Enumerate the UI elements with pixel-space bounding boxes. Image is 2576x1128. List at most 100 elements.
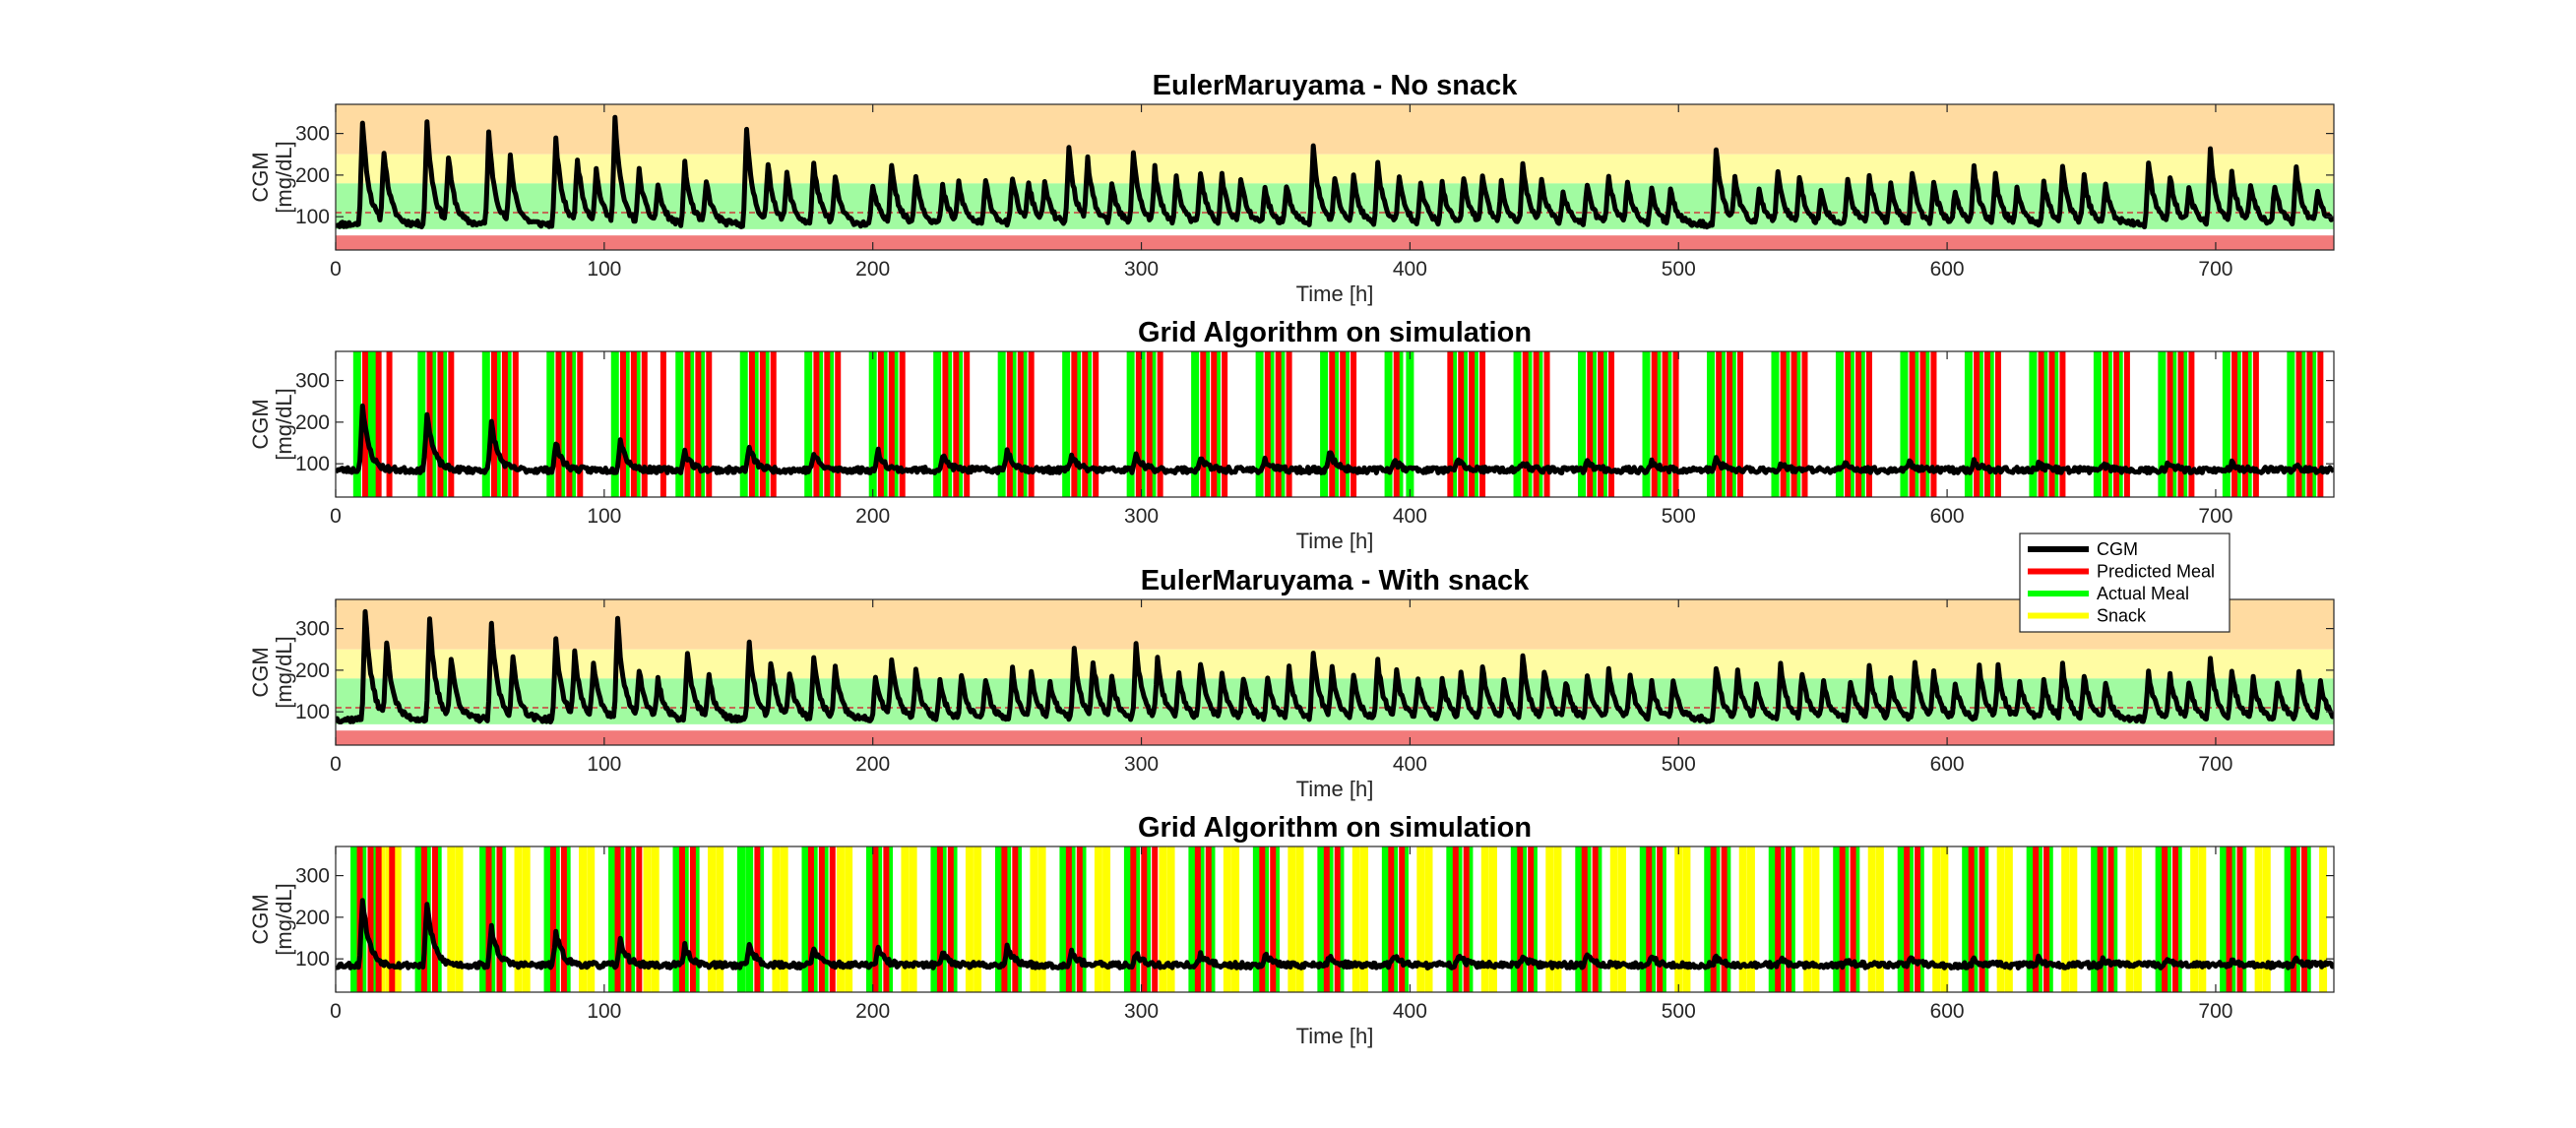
snack-bar (1932, 846, 1941, 992)
y-axis-label: CGM[mg/dL] (248, 883, 296, 955)
x-tick-label: 300 (1124, 258, 1159, 281)
snack-bar (1037, 846, 1046, 992)
predicted-meal-bar (625, 846, 632, 992)
predicted-meal-bar (1141, 846, 1148, 992)
actual-meal-bar (1513, 351, 1522, 497)
predicted-meal-bar (1012, 846, 1019, 992)
snack-bar (1424, 846, 1433, 992)
predicted-meal-bar (706, 351, 713, 497)
x-tick-label: 500 (1662, 1000, 1696, 1023)
predicted-meal-bar (550, 846, 557, 992)
actual-meal-bar (350, 846, 359, 992)
snack-bar (2198, 846, 2207, 992)
predicted-meal-bar (1205, 846, 1212, 992)
predicted-meal-bar (2177, 351, 2184, 497)
predicted-meal-bar (1839, 846, 1846, 992)
actual-meal-bar (2287, 351, 2295, 497)
actual-meal-bar (1771, 351, 1780, 497)
predicted-meal-bar (1222, 351, 1228, 497)
snack-bar (514, 846, 523, 992)
predicted-meal-bar (1275, 351, 1282, 497)
snack-bar (1996, 846, 2005, 992)
predicted-meal-bar (872, 846, 879, 992)
x-tick-label: 600 (1930, 1000, 1965, 1023)
snack-bar (587, 846, 596, 992)
y-tick-label: 100 (295, 701, 330, 723)
snack-bar (1867, 846, 1876, 992)
y-tick-label: 300 (295, 370, 330, 393)
predicted-meal-bar (1968, 846, 1975, 992)
predicted-meal-bar (1721, 846, 1728, 992)
predicted-meal-bar (555, 351, 562, 497)
x-tick-label: 100 (587, 1000, 621, 1023)
predicted-meal-bar (883, 846, 890, 992)
snack-bar (1288, 846, 1296, 992)
predicted-meal-bar (496, 846, 503, 992)
x-tick-label: 0 (330, 505, 342, 528)
actual-meal-bar (481, 351, 490, 497)
x-tick-label: 700 (2198, 1000, 2232, 1023)
predicted-meal-bar (1388, 846, 1395, 992)
snack-bar (845, 846, 853, 992)
x-axis-label: Time [h] (1296, 529, 1374, 553)
actual-meal-bar (1384, 351, 1393, 497)
predicted-meal-bar (1657, 846, 1664, 992)
actual-meal-bar (2029, 351, 2038, 497)
predicted-meal-bar (1662, 351, 1668, 497)
snack-bar (1102, 846, 1111, 992)
predicted-meal-bar (1334, 846, 1341, 992)
predicted-meal-bar (1286, 351, 1292, 497)
snack-bar (643, 846, 652, 992)
snack-bar (2133, 846, 2142, 992)
snack-bar (1609, 846, 1618, 992)
actual-meal-bar (2220, 846, 2229, 992)
predicted-meal-bar (1152, 846, 1159, 992)
actual-meal-bar (2091, 846, 2100, 992)
actual-meal-bar (1126, 351, 1135, 497)
cgm-line (336, 403, 2334, 475)
predicted-meal-bar (1452, 846, 1459, 992)
predicted-meal-bar (818, 846, 825, 992)
predicted-meal-bar (2226, 846, 2232, 992)
actual-meal-bar (479, 846, 488, 992)
x-tick-label: 600 (1930, 753, 1965, 776)
actual-meal-bar (1897, 846, 1906, 992)
predicted-meal-bar (1845, 351, 1852, 497)
predicted-meal-bar (2295, 351, 2302, 497)
predicted-meal-bar (375, 846, 382, 992)
predicted-meal-bar (1672, 351, 1679, 497)
predicted-meal-bar (877, 351, 884, 497)
predicted-meal-bar (577, 351, 584, 497)
snack-bar (579, 846, 588, 992)
predicted-meal-bar (748, 351, 755, 497)
predicted-meal-bar (678, 846, 685, 992)
actual-meal-bar (2284, 846, 2293, 992)
x-tick-label: 0 (330, 258, 342, 281)
predicted-meal-bar (2172, 846, 2179, 992)
predicted-meal-bar (829, 846, 836, 992)
snack-bar (1094, 846, 1102, 992)
snack-bar (2262, 846, 2271, 992)
x-tick-label: 200 (855, 753, 890, 776)
charts-layer: 0 100 200 300 400 500 600 700 100 200 300 EulerMaru… (248, 70, 2335, 1048)
predicted-meal-bar (2291, 846, 2297, 992)
actual-meal-bar (1252, 846, 1261, 992)
legend-label: Predicted Meal (2097, 562, 2215, 582)
predicted-meal-bar (2033, 846, 2040, 992)
x-tick-label: 0 (330, 753, 342, 776)
actual-meal-bar (1962, 846, 1971, 992)
predicted-meal-bar (1135, 351, 1142, 497)
predicted-meal-bar (888, 351, 895, 497)
snack-bar (1811, 846, 1820, 992)
predicted-meal-bar (2241, 351, 2248, 497)
actual-meal-bar (1188, 846, 1197, 992)
actual-meal-bar (1639, 846, 1648, 992)
actual-meal-bar (804, 351, 813, 497)
actual-meal-bar (1255, 351, 1264, 497)
actual-meal-bar (1446, 846, 1455, 992)
chart-panel-3: 0 100 200 300 400 500 600 700 100 200 300 EulerMaru… (248, 565, 2335, 801)
predicted-meal-bar (964, 351, 971, 497)
predicted-meal-bar (566, 351, 573, 497)
predicted-meal-bar (953, 351, 960, 497)
predicted-meal-bar (813, 351, 820, 497)
